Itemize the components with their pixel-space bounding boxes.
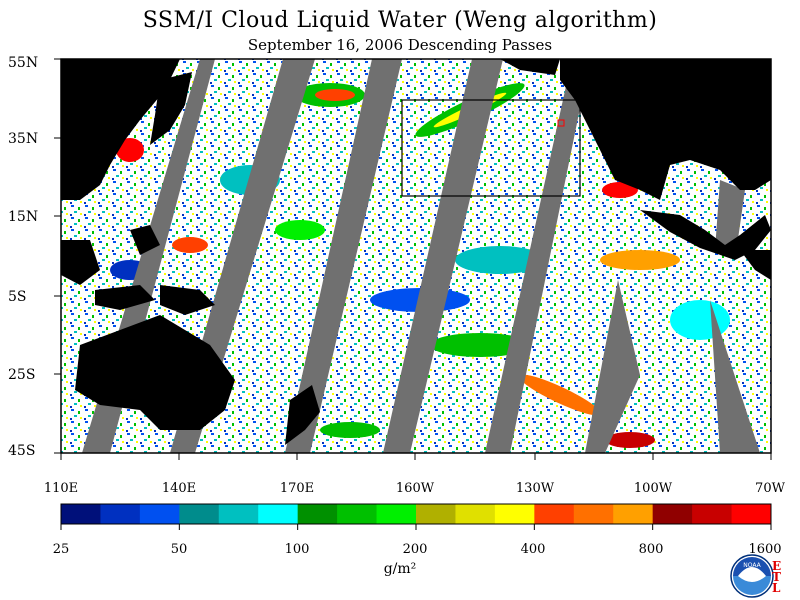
colorbar-swatch [376, 504, 417, 524]
marker-square [557, 119, 565, 127]
lon-label-110e: 110E [43, 481, 79, 496]
colorbar-swatch [731, 504, 772, 524]
colorbar-label-200: 200 [402, 542, 428, 557]
colorbar-swatch [534, 504, 575, 524]
colorbar-swatch [692, 504, 733, 524]
colorbar-label-400: 400 [520, 542, 546, 557]
etl-mark: ETL [772, 559, 786, 595]
colorbar-label-800: 800 [638, 542, 664, 557]
colorbar-swatch [455, 504, 496, 524]
map-title: SSM/I Cloud Liquid Water (Weng algorithm… [142, 8, 658, 33]
colorbar-swatch [652, 504, 693, 524]
lon-label-170e: 170E [279, 481, 315, 496]
lon-label-130w: 130W [515, 481, 555, 496]
colorbar-swatch [218, 504, 259, 524]
colorbar-swatch [337, 504, 378, 524]
colorbar-swatch [297, 504, 338, 524]
colorbar [60, 503, 772, 530]
colorbar-swatch [61, 504, 101, 524]
land-masses [61, 59, 771, 445]
colorbar-label-100: 100 [284, 542, 310, 557]
lon-label-100w: 100W [633, 481, 673, 496]
lon-label-70w: 70W [755, 481, 785, 496]
noaa-logo: NOAA [730, 554, 774, 598]
colorbar-swatch [613, 504, 654, 524]
colorbar-swatch [416, 504, 456, 524]
colorbar-swatch [573, 504, 614, 524]
analysis-box [401, 99, 581, 197]
map-frame [60, 58, 772, 454]
lon-label-140e: 140E [161, 481, 197, 496]
colorbar-label-25: 25 [52, 542, 70, 557]
lat-label-25s: 25S [8, 367, 36, 383]
colorbar-swatch [494, 504, 535, 524]
colorbar-label-50: 50 [170, 542, 188, 557]
noaa-logo-text: NOAA [743, 562, 761, 569]
colorbar-swatch [139, 504, 180, 524]
lon-label-160w: 160W [395, 481, 435, 496]
lat-label-5s: 5S [8, 289, 27, 305]
units-label: g/m² [383, 561, 417, 577]
colorbar-swatch [100, 504, 141, 524]
colorbar-label-1600: 1600 [748, 542, 782, 557]
lat-label-15n: 15N [8, 209, 39, 225]
axis-ticks [54, 58, 772, 460]
map-subtitle: September 16, 2006 Descending Passes [247, 36, 553, 54]
lat-label-35n: 35N [8, 131, 39, 147]
colorbar-swatch [179, 504, 220, 524]
etl-letters: ETL [772, 559, 782, 595]
lat-label-45s: 45S [8, 443, 36, 459]
colorbar-swatch [258, 504, 299, 524]
lat-label-55n: 55N [8, 55, 39, 71]
